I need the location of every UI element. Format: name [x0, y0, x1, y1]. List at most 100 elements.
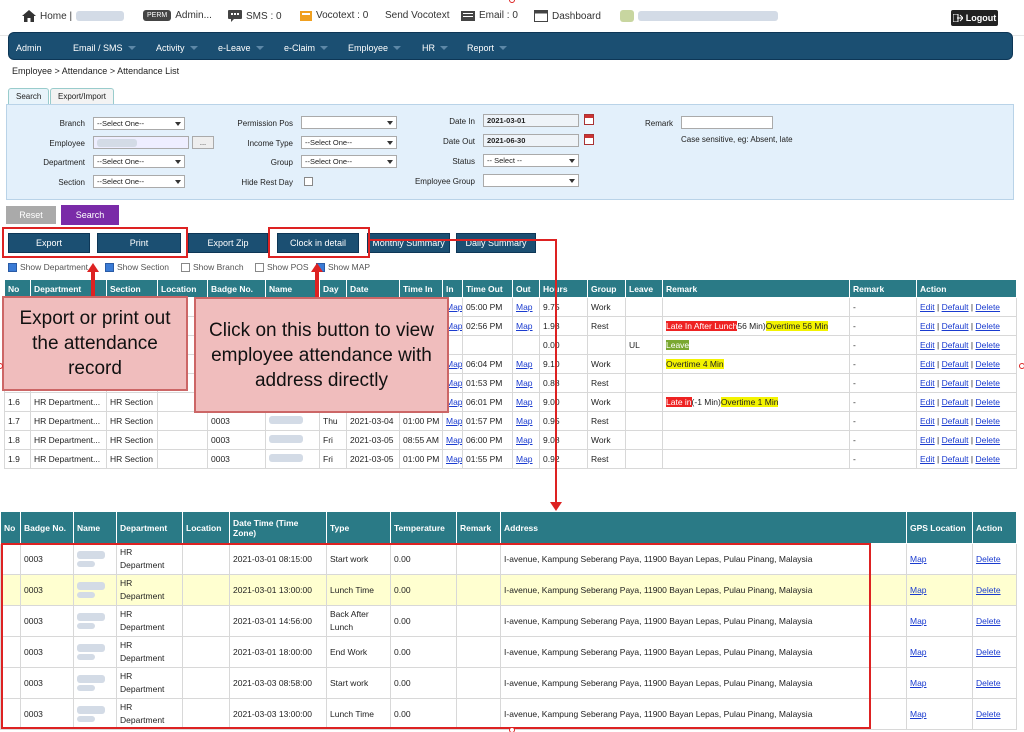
delete-link[interactable]: Delete [976, 616, 1001, 626]
column-header[interactable]: Department [116, 511, 183, 544]
map-link[interactable]: Map [910, 616, 927, 626]
tab-search[interactable]: Search [8, 88, 50, 105]
column-header[interactable]: Badge No. [207, 279, 266, 298]
edit-link[interactable]: Edit [920, 321, 935, 331]
map-link[interactable]: Map [516, 378, 533, 388]
column-header[interactable]: Address [500, 511, 907, 544]
column-header[interactable]: No [0, 511, 21, 544]
export-zip-button[interactable]: Export Zip [188, 233, 268, 253]
remark-input[interactable] [681, 116, 773, 129]
map-link[interactable]: Map [910, 647, 927, 657]
delete-link[interactable]: Delete [976, 585, 1001, 595]
nav-report[interactable]: Report [467, 43, 508, 53]
column-header[interactable]: In [442, 279, 463, 298]
nav-e-leave[interactable]: e-Leave [218, 43, 264, 53]
department-select[interactable]: --Select One-- [93, 155, 185, 168]
column-header[interactable]: Remark [662, 279, 850, 298]
map-link[interactable]: Map [516, 359, 533, 369]
email-link[interactable]: Email : 0 [461, 10, 518, 21]
default-link[interactable]: Default [941, 378, 969, 388]
column-header[interactable]: Badge No. [20, 511, 74, 544]
status-select[interactable]: -- Select -- [483, 154, 579, 167]
show-branch-option[interactable]: Show Branch [181, 262, 244, 272]
show-section-option[interactable]: Show Section [105, 262, 169, 272]
edit-link[interactable]: Edit [920, 435, 935, 445]
user-profile[interactable] [620, 10, 778, 22]
hide-rest-day-checkbox[interactable] [304, 177, 313, 186]
admin-menu[interactable]: PERM Admin... [143, 10, 212, 21]
map-link[interactable]: Map [446, 416, 463, 426]
employee-group-select[interactable] [483, 174, 579, 187]
permission-pos-select[interactable] [301, 116, 397, 129]
edit-link[interactable]: Edit [920, 397, 935, 407]
delete-link[interactable]: Delete [975, 416, 1001, 426]
column-header[interactable]: Hours [539, 279, 588, 298]
default-link[interactable]: Default [941, 340, 969, 350]
map-link[interactable]: Map [910, 554, 927, 564]
column-header[interactable]: No [4, 279, 31, 298]
sms-link[interactable]: SMS : 0 [228, 10, 282, 22]
delete-link[interactable]: Delete [975, 340, 1001, 350]
column-header[interactable]: Day [319, 279, 347, 298]
calendar-icon[interactable] [584, 114, 594, 125]
nav-e-claim[interactable]: e-Claim [284, 43, 329, 53]
edit-link[interactable]: Edit [920, 416, 935, 426]
dashboard-link[interactable]: Dashboard [534, 10, 601, 22]
branch-select[interactable]: --Select One-- [93, 117, 185, 130]
column-header[interactable]: Date Time (Time Zone) [229, 511, 327, 544]
column-header[interactable]: Type [326, 511, 391, 544]
delete-link[interactable]: Delete [975, 397, 1001, 407]
map-link[interactable]: Map [446, 378, 463, 388]
map-link[interactable]: Map [516, 435, 533, 445]
column-header[interactable]: Group [587, 279, 626, 298]
group-select[interactable]: --Select One-- [301, 155, 397, 168]
edit-link[interactable]: Edit [920, 378, 935, 388]
column-header[interactable]: Location [182, 511, 230, 544]
reset-button[interactable]: Reset [6, 206, 56, 224]
column-header[interactable]: Time Out [462, 279, 513, 298]
nav-hr[interactable]: HR [422, 43, 448, 53]
map-link[interactable]: Map [446, 321, 463, 331]
print-button[interactable]: Print [97, 233, 181, 253]
map-link[interactable]: Map [516, 302, 533, 312]
date-in-input[interactable]: 2021-03-01 [483, 114, 579, 127]
delete-link[interactable]: Delete [975, 302, 1001, 312]
edit-link[interactable]: Edit [920, 340, 935, 350]
column-header[interactable]: Department [30, 279, 107, 298]
tab-export-import[interactable]: Export/Import [50, 88, 115, 105]
column-header[interactable]: Out [512, 279, 540, 298]
column-header[interactable]: Action [916, 279, 1017, 298]
delete-link[interactable]: Delete [975, 321, 1001, 331]
column-header[interactable]: Section [106, 279, 158, 298]
delete-link[interactable]: Delete [976, 709, 1001, 719]
employee-picker-button[interactable]: ... [192, 136, 214, 149]
column-header[interactable]: Date [346, 279, 400, 298]
map-link[interactable]: Map [446, 397, 463, 407]
clock-in-detail-button[interactable]: Clock in detail [277, 233, 359, 253]
map-link[interactable]: Map [910, 585, 927, 595]
map-link[interactable]: Map [910, 709, 927, 719]
map-link[interactable]: Map [446, 435, 463, 445]
default-link[interactable]: Default [941, 321, 969, 331]
column-header[interactable]: Remark [456, 511, 501, 544]
default-link[interactable]: Default [941, 397, 969, 407]
nav-email-sms[interactable]: Email / SMS [73, 43, 136, 53]
map-link[interactable]: Map [910, 678, 927, 688]
income-type-select[interactable]: --Select One-- [301, 136, 397, 149]
show-department-option[interactable]: Show Department [8, 262, 88, 272]
map-link[interactable]: Map [516, 321, 533, 331]
column-header[interactable]: Action [972, 511, 1017, 544]
delete-link[interactable]: Delete [975, 435, 1001, 445]
show-map-option[interactable]: Show MAP [316, 262, 370, 272]
column-header[interactable]: Name [265, 279, 320, 298]
home-link[interactable]: Home | [22, 10, 125, 22]
default-link[interactable]: Default [941, 416, 969, 426]
column-header[interactable]: Name [73, 511, 117, 544]
default-link[interactable]: Default [941, 302, 969, 312]
map-link[interactable]: Map [446, 302, 463, 312]
column-header[interactable]: Location [157, 279, 208, 298]
calendar-icon[interactable] [584, 134, 594, 145]
column-header[interactable]: GPS Location [906, 511, 973, 544]
employee-field[interactable] [93, 136, 189, 149]
edit-link[interactable]: Edit [920, 302, 935, 312]
